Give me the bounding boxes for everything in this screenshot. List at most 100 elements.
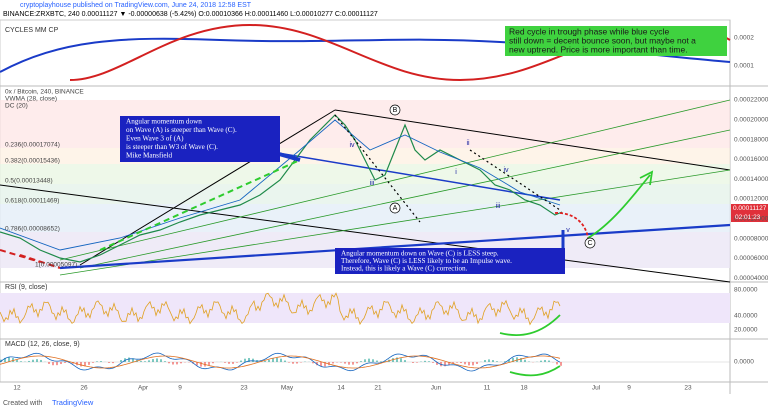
macd-histogram: [0, 357, 562, 367]
histogram-bar: [264, 361, 266, 362]
fib-label: 0.5(0.00013448): [5, 178, 53, 185]
histogram-bar: [376, 360, 378, 362]
histogram-bar: [444, 362, 446, 367]
axis-label: 0.00008000: [734, 235, 768, 242]
fib-label: 1(0.00005097): [35, 262, 77, 269]
histogram-bar: [48, 362, 50, 364]
time-label: 9: [627, 385, 631, 392]
wave-label: A: [393, 205, 398, 212]
wave-label: iii: [370, 180, 375, 187]
time-label: Apr: [138, 385, 149, 392]
histogram-bar: [460, 362, 462, 364]
histogram-bar: [372, 359, 374, 362]
legend-text: 0x / Bitcoin, 240, BINANCE: [5, 89, 84, 96]
histogram-bar: [224, 362, 226, 363]
histogram-bar: [240, 360, 242, 362]
axis-label: 0.00004000: [734, 275, 768, 282]
histogram-bar: [412, 362, 414, 363]
histogram-bar: [364, 359, 366, 362]
trend-line: [0, 184, 731, 283]
note-text: Instead, this is likely a Wave (C) corre…: [341, 265, 468, 273]
axis-label: 40.0000: [734, 313, 758, 320]
histogram-bar: [424, 360, 426, 362]
wave-label: iv: [349, 142, 355, 149]
histogram-bar: [340, 362, 342, 363]
histogram-bar: [416, 362, 418, 363]
histogram-bar: [560, 362, 562, 366]
blue-trend: [59, 223, 731, 270]
axis-label: 0.00022000: [734, 97, 768, 104]
histogram-bar: [208, 362, 210, 366]
dashed-line: [99, 159, 301, 251]
note-text: Angular momentum down: [126, 118, 202, 126]
histogram-bar: [312, 362, 314, 364]
histogram-bar: [32, 359, 34, 362]
channel-line: [59, 99, 731, 261]
histogram-bar: [384, 361, 386, 362]
histogram-bar: [80, 362, 82, 367]
histogram-bar: [456, 362, 458, 363]
time-label: 14: [337, 385, 345, 392]
histogram-bar: [88, 362, 90, 365]
publisher: cryptoplayhouse published on TradingView…: [20, 2, 252, 9]
histogram-bar: [196, 362, 198, 366]
axis-label: 0.00014000: [734, 176, 768, 183]
histogram-bar: [12, 358, 14, 362]
histogram-bar: [492, 360, 494, 362]
axis-label: 0.00012000: [734, 196, 768, 203]
signal-line: [0, 355, 561, 369]
histogram-bar: [352, 362, 354, 365]
histogram-bar: [140, 361, 142, 362]
histogram-bar: [84, 362, 86, 367]
histogram-bar: [36, 359, 38, 362]
histogram-bar: [280, 358, 282, 362]
histogram-bar: [512, 357, 514, 362]
histogram-bar: [228, 362, 230, 364]
histogram-bar: [276, 357, 278, 362]
wave-label: i: [455, 169, 457, 176]
histogram-bar: [60, 362, 62, 365]
histogram-bar: [176, 362, 178, 365]
histogram-bar: [288, 362, 290, 363]
dotted-wave: [334, 114, 561, 223]
green-arrow: [499, 314, 561, 336]
time-label: 12: [13, 385, 21, 392]
arrowhead: [639, 170, 654, 186]
wave-label: iv: [503, 167, 509, 174]
histogram-bar: [428, 361, 430, 362]
fib-band: [0, 148, 730, 164]
histogram-bar: [448, 362, 450, 366]
histogram-bar: [380, 361, 382, 362]
histogram-bar: [64, 362, 66, 363]
vwma-line: [0, 119, 561, 251]
histogram-bar: [544, 359, 546, 362]
histogram-bar: [356, 362, 358, 364]
histogram-bar: [252, 358, 254, 362]
legend-text: DC (20): [5, 103, 28, 110]
panel-title: RSI (9, close): [5, 284, 47, 291]
footer-created: Created with: [3, 400, 42, 407]
histogram-bar: [516, 357, 518, 362]
histogram-bar: [284, 360, 286, 362]
axis-label: 0.0002: [734, 35, 754, 42]
histogram-bar: [172, 362, 174, 365]
axis-label: 0.00018000: [734, 136, 768, 143]
time-label: 23: [240, 385, 248, 392]
histogram-bar: [524, 359, 526, 362]
time-label: 23: [684, 385, 692, 392]
note-text: Therefore, Wave (C) is LESS likely to be…: [341, 257, 512, 265]
histogram-bar: [332, 362, 334, 364]
axis-label: 0.00020000: [734, 117, 768, 124]
wave-circle: [584, 237, 596, 249]
histogram-bar: [248, 357, 250, 362]
histogram-bar: [120, 360, 122, 362]
histogram-bar: [488, 359, 490, 362]
legend-text: VWMA (28, close): [5, 96, 57, 103]
histogram-bar: [348, 362, 350, 365]
histogram-bar: [548, 360, 550, 362]
histogram-bar: [236, 362, 238, 363]
wave-circle: [389, 104, 401, 116]
histogram-bar: [556, 362, 558, 365]
wave-label: v: [566, 227, 570, 234]
